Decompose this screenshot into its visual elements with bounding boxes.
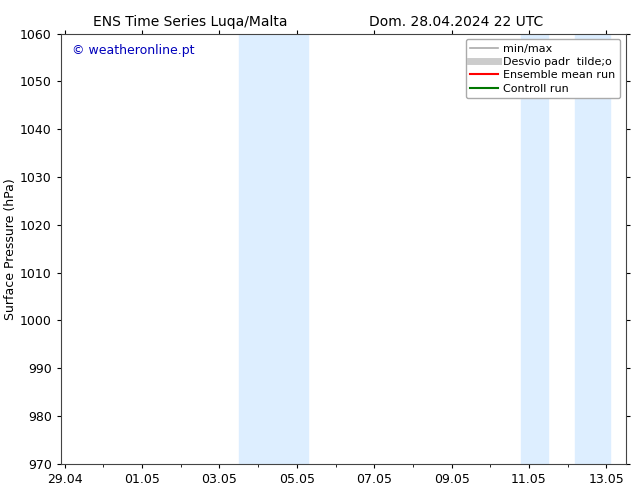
Text: Dom. 28.04.2024 22 UTC: Dom. 28.04.2024 22 UTC bbox=[370, 15, 543, 29]
Bar bbox=[239, 34, 308, 464]
Legend: min/max, Desvio padr  tilde;o, Ensemble mean run, Controll run: min/max, Desvio padr tilde;o, Ensemble m… bbox=[465, 39, 620, 98]
Text: © weatheronline.pt: © weatheronline.pt bbox=[72, 45, 195, 57]
Y-axis label: Surface Pressure (hPa): Surface Pressure (hPa) bbox=[4, 178, 17, 319]
Bar bbox=[576, 34, 610, 464]
Text: ENS Time Series Luqa/Malta: ENS Time Series Luqa/Malta bbox=[93, 15, 287, 29]
Bar bbox=[521, 34, 548, 464]
